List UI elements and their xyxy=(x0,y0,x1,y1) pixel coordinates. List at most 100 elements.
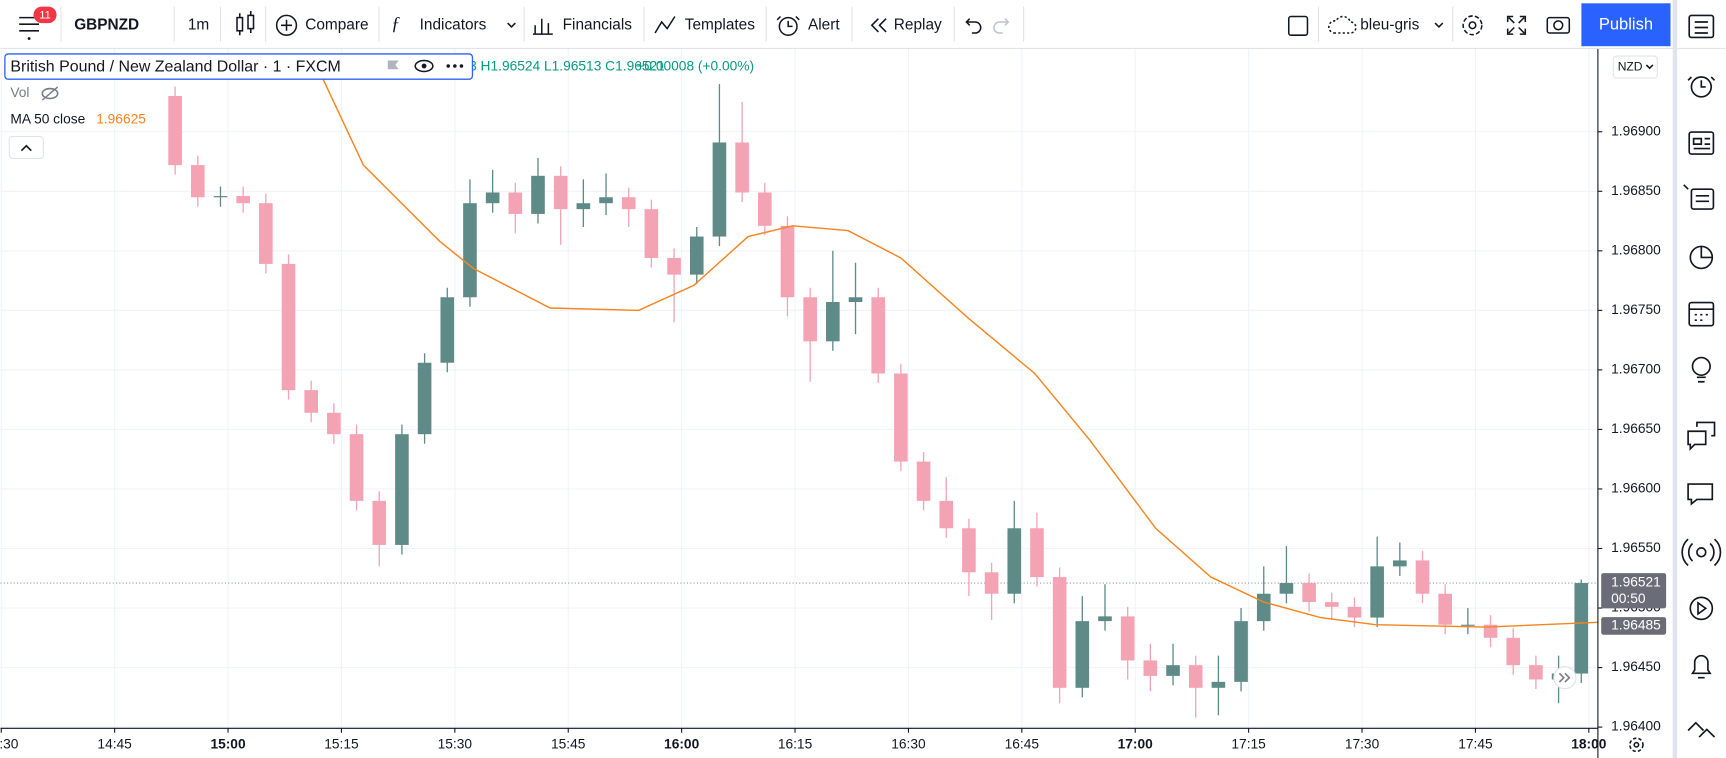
candle-body xyxy=(395,434,409,545)
x-tick-label: 16:15 xyxy=(778,736,813,751)
news-icon[interactable] xyxy=(1688,131,1715,155)
indicators-icon[interactable]: ƒ xyxy=(391,14,400,35)
idea-stream-icon[interactable] xyxy=(1691,356,1711,383)
candle-body xyxy=(259,203,273,264)
chart-type-button[interactable] xyxy=(236,11,255,36)
indicators-button[interactable]: Indicators xyxy=(420,16,487,33)
candle-body xyxy=(190,165,205,198)
sidebar-toggle-icon[interactable] xyxy=(1687,721,1716,738)
currency-label[interactable]: NZD xyxy=(1618,59,1643,73)
candle-body xyxy=(531,175,545,214)
x-tick-label: 17:15 xyxy=(1231,736,1266,751)
compare-icon[interactable] xyxy=(275,14,298,36)
symbol-legend-box[interactable] xyxy=(4,53,474,80)
candle-body xyxy=(1279,583,1294,594)
hotlist-icon[interactable] xyxy=(1689,245,1714,270)
candle-body xyxy=(1052,577,1067,688)
x-tick-label: 14:30 xyxy=(0,736,19,751)
flag-icon[interactable] xyxy=(387,60,399,70)
snapshot-button[interactable] xyxy=(1546,16,1571,34)
countdown-label: 00:50 xyxy=(1611,591,1646,606)
settings-button[interactable] xyxy=(1462,15,1483,36)
candle-body xyxy=(1529,665,1543,680)
streams-icon[interactable] xyxy=(1681,538,1722,567)
candle-body xyxy=(962,528,976,573)
currency-button[interactable] xyxy=(1612,55,1658,79)
more-icon[interactable] xyxy=(446,64,464,68)
candle-body xyxy=(1007,528,1022,594)
alerts-icon[interactable] xyxy=(1687,76,1716,98)
indicators-chevron[interactable] xyxy=(507,22,516,29)
scroll-to-end-button[interactable] xyxy=(1553,666,1577,690)
x-tick-label: 14:45 xyxy=(97,736,132,751)
candle-body xyxy=(1075,621,1090,688)
candle-body xyxy=(327,412,341,435)
candle-body xyxy=(1393,560,1407,567)
eye-icon[interactable] xyxy=(414,59,434,73)
y-tick-label: 1.96700 xyxy=(1611,362,1661,377)
collapse-icon xyxy=(20,144,32,152)
publish-button[interactable] xyxy=(1581,3,1671,47)
candle-body xyxy=(1030,528,1044,578)
axes: 1.964001.964501.965001.965501.966001.966… xyxy=(0,123,1667,751)
candle-body xyxy=(1098,616,1112,622)
notifications-icon[interactable] xyxy=(1690,654,1712,679)
symbol-title: British Pound / New Zealand Dollar · 1 ·… xyxy=(10,58,340,75)
y-tick-label: 1.96800 xyxy=(1611,242,1661,257)
layout-chevron[interactable] xyxy=(1434,22,1444,29)
templates-button[interactable]: Templates xyxy=(685,16,755,33)
redo-button[interactable] xyxy=(993,18,1010,34)
y-tick-label: 1.96550 xyxy=(1611,540,1661,555)
y-tick-label: 1.96850 xyxy=(1611,183,1661,198)
y-tick-label: 1.96400 xyxy=(1611,719,1661,734)
candle-body xyxy=(599,197,613,204)
messages-icon[interactable] xyxy=(1687,483,1714,506)
interval-button[interactable]: 1m xyxy=(188,16,209,33)
candle-body xyxy=(213,196,228,198)
ma-price-tag xyxy=(1601,617,1667,635)
financials-icon[interactable] xyxy=(532,18,553,35)
candle-body xyxy=(485,192,500,204)
chats-icon[interactable] xyxy=(1687,421,1716,451)
last-price-label: 1.96521 xyxy=(1611,575,1661,590)
layout-button[interactable] xyxy=(1287,15,1309,36)
alert-icon[interactable] xyxy=(776,15,800,36)
candle-body xyxy=(621,197,636,210)
candle-body xyxy=(463,203,477,298)
candle-body xyxy=(440,297,455,363)
watchlist-icon[interactable] xyxy=(1688,14,1715,39)
ma-price-label: 1.96485 xyxy=(1611,618,1661,633)
candle-body xyxy=(1483,624,1498,638)
candle-body xyxy=(916,461,931,501)
collapse-button[interactable] xyxy=(8,135,44,159)
calendar-icon[interactable] xyxy=(1688,301,1715,327)
templates-icon[interactable] xyxy=(654,16,676,34)
alert-button[interactable]: Alert xyxy=(808,16,840,33)
replay-button[interactable]: Replay xyxy=(894,16,942,33)
layout-name[interactable]: bleu-gris xyxy=(1360,16,1419,33)
candle-body xyxy=(508,192,523,214)
fullscreen-button[interactable] xyxy=(1506,15,1527,35)
change-value: +0.00008 (+0.00%) xyxy=(636,59,754,74)
candle-body xyxy=(576,203,591,210)
cloud-icon[interactable] xyxy=(1328,15,1357,34)
broadcast-icon[interactable] xyxy=(1689,596,1714,621)
hidden-eye-icon[interactable] xyxy=(41,86,59,101)
settings-icon-bottom[interactable] xyxy=(1629,737,1644,753)
x-tick-label: 15:45 xyxy=(551,736,586,751)
undo-button[interactable] xyxy=(965,18,982,34)
candle-body xyxy=(1370,566,1384,618)
x-tick-label: 15:30 xyxy=(438,736,473,751)
compare-button[interactable]: Compare xyxy=(305,16,368,33)
ideas-icon[interactable] xyxy=(1683,184,1715,210)
financials-button[interactable]: Financials xyxy=(563,16,633,33)
candle-body xyxy=(1506,637,1521,666)
last-price-tag xyxy=(1601,573,1667,609)
candle-body xyxy=(1256,593,1271,622)
replay-icon[interactable] xyxy=(870,18,887,33)
publish-label: Publish xyxy=(1599,16,1653,34)
ma-label: MA 50 close xyxy=(10,112,85,127)
symbol-search[interactable]: GBPNZD xyxy=(74,16,139,33)
